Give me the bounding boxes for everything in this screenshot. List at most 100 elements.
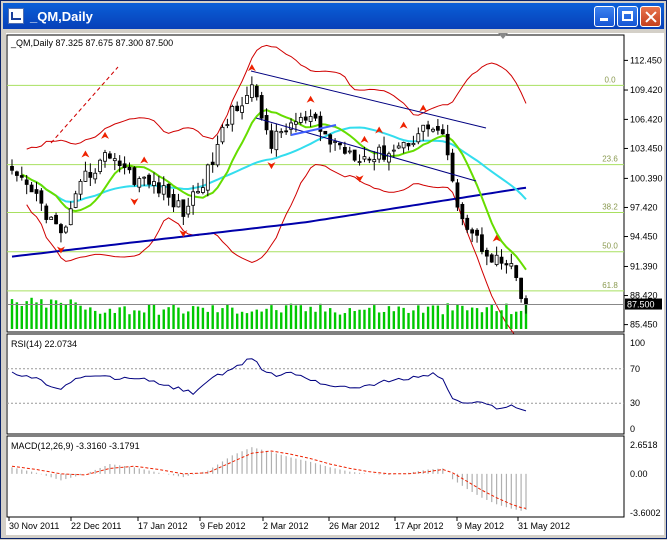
volume-bar <box>162 309 165 329</box>
fib-label: 50.0 <box>602 242 618 251</box>
candle-body <box>249 84 254 98</box>
volume-bar <box>343 313 347 329</box>
macd-axis-label: 2.6518 <box>630 440 658 450</box>
volume-bar <box>328 308 332 329</box>
candle-body <box>78 180 83 195</box>
candle-body <box>411 143 416 146</box>
time-axis-label: 9 Feb 2012 <box>200 521 246 531</box>
candle-body <box>494 254 499 265</box>
candle-body <box>289 122 293 130</box>
volume-bar <box>260 311 263 329</box>
rsi-pane[interactable]: RSI(14) 22.0734 100 70 30 0 <box>6 333 645 435</box>
volume-bar <box>64 304 68 329</box>
candle-body <box>504 263 509 266</box>
volume-bar <box>353 311 356 329</box>
price-candles <box>10 76 528 314</box>
volume-bar <box>275 310 278 329</box>
title-bar[interactable]: _QM,Daily <box>3 3 664 29</box>
volume-bar <box>20 305 23 329</box>
maximize-button[interactable] <box>617 6 638 27</box>
rsi-axis-label: 70 <box>630 364 640 374</box>
candle-body <box>19 175 24 178</box>
candle-body <box>450 152 455 182</box>
volume-bar <box>309 306 312 329</box>
volume-bar <box>480 312 484 329</box>
candle-body <box>205 164 210 191</box>
volume-bar <box>167 307 170 329</box>
candle-body <box>514 265 519 278</box>
candle-body <box>88 172 93 178</box>
fib-label: 0.0 <box>604 75 616 84</box>
candle-body <box>382 145 386 160</box>
volume-bar <box>240 311 244 329</box>
volume-bar <box>358 309 361 329</box>
volume-bar <box>387 306 391 329</box>
volume-bar <box>505 303 508 329</box>
close-button[interactable] <box>640 6 661 27</box>
candle-body <box>406 143 411 147</box>
fractal-up-icon <box>306 95 315 103</box>
candle-body <box>460 204 465 220</box>
candle-body <box>73 193 78 208</box>
volume-bar <box>284 305 288 329</box>
volume-bar <box>407 312 410 329</box>
trend-channel <box>250 70 487 182</box>
volume-bar <box>123 306 126 329</box>
rsi-axis-label: 0 <box>630 424 635 434</box>
candle-body <box>171 194 176 208</box>
volume-bar <box>314 311 317 329</box>
candle-body <box>372 159 377 163</box>
candle-body <box>470 229 475 234</box>
price-axis[interactable]: 112.450 109.420 106.420 103.450 100.390 97.42… <box>624 55 663 330</box>
candle-body <box>39 190 44 204</box>
candle-body <box>352 149 357 161</box>
chart-area[interactable]: 0.0 23.6 38.2 50.0 61.8 _QM,Daily 87.325 87.… <box>6 33 664 535</box>
ma-fast-line <box>21 108 527 271</box>
candle-body <box>426 124 430 130</box>
fractal-up-icon <box>101 131 110 139</box>
macd-pane[interactable]: MACD(12,26,9) -3.3160 -3.1791 2.6518 0.00… <box>6 435 661 518</box>
rsi-axis-label: 30 <box>630 398 640 408</box>
candle-body <box>431 128 435 132</box>
candle-body <box>225 124 230 126</box>
volume-bar <box>265 308 268 329</box>
shift-marker-icon[interactable] <box>498 33 508 39</box>
dashed-trendline <box>50 66 119 144</box>
volume-bar <box>128 314 131 329</box>
candle-body <box>14 171 19 176</box>
candle-body <box>519 277 524 299</box>
volume-bar <box>94 310 97 329</box>
candle-body <box>259 95 264 119</box>
fractal-up-icon <box>419 104 428 112</box>
upper-band <box>26 44 527 150</box>
candle-body <box>127 166 132 171</box>
price-tick-label: 97.420 <box>630 202 658 212</box>
candle-body <box>220 126 225 143</box>
chart-canvas[interactable]: 0.0 23.6 38.2 50.0 61.8 _QM,Daily 87.325 87.… <box>6 33 664 535</box>
volume-bar <box>84 309 87 329</box>
candle-body <box>342 146 347 154</box>
volume-bar <box>35 302 38 329</box>
price-tick-label: 100.390 <box>630 173 663 183</box>
candle-body <box>391 149 396 152</box>
rsi-axis-label: 100 <box>630 338 645 348</box>
volume-bar <box>255 309 258 329</box>
volume-bar <box>157 314 161 329</box>
time-axis-label: 31 May 2012 <box>518 521 570 531</box>
chart-window-icon[interactable] <box>8 8 24 24</box>
volume-bar <box>436 305 440 329</box>
time-axis-label: 2 Mar 2012 <box>263 521 309 531</box>
candle-body <box>333 141 337 143</box>
candle-body <box>108 153 112 159</box>
volume-bar <box>118 307 121 329</box>
volume-bar <box>221 308 224 329</box>
moving-averages <box>11 108 527 271</box>
candle-body <box>455 182 460 208</box>
candle-body <box>166 183 171 198</box>
time-axis[interactable]: 30 Nov 2011 22 Dec 2011 17 Jan 2012 9 Feb 2… <box>8 517 570 531</box>
main-pane[interactable]: 0.0 23.6 38.2 50.0 61.8 _QM,Daily 87.325 87.… <box>6 33 663 352</box>
candle-body <box>161 185 166 195</box>
candle-body <box>338 142 342 146</box>
volume-bar <box>74 302 77 329</box>
minimize-button[interactable] <box>594 6 615 27</box>
